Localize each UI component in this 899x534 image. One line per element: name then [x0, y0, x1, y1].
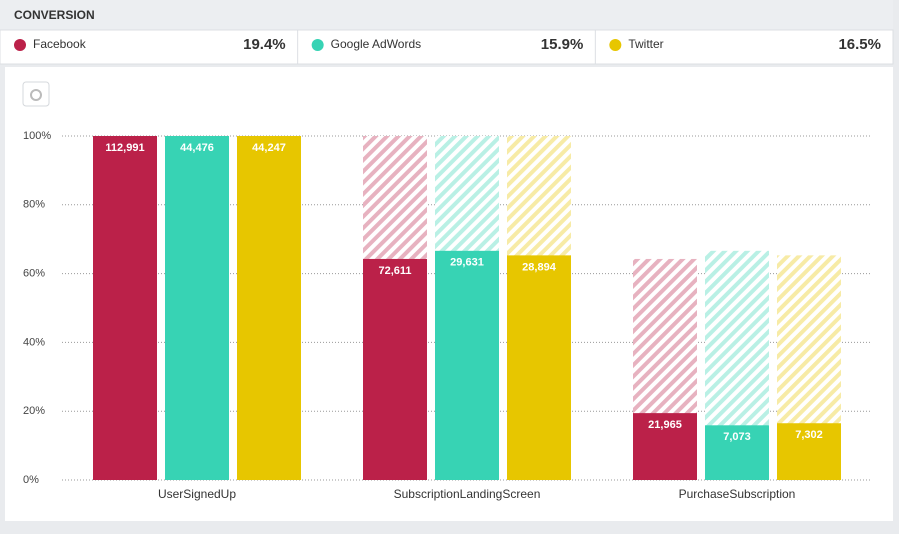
conversion-label: 16.5% [838, 36, 881, 53]
conversion-label: 19.4% [243, 36, 286, 53]
x-tick-label: UserSignedUp [158, 487, 236, 501]
data-label: 7,302 [795, 429, 823, 441]
bar [633, 413, 697, 480]
legend-label: Twitter [628, 37, 663, 51]
y-tick-label: 40% [23, 336, 45, 348]
bar [507, 255, 571, 480]
y-tick-label: 20% [23, 405, 45, 417]
header-band [0, 0, 893, 30]
legend-swatch [609, 39, 622, 51]
bar [363, 258, 427, 480]
bar [237, 136, 301, 480]
bar [93, 136, 157, 480]
bar [165, 136, 229, 480]
x-tick-label: PurchaseSubscription [679, 487, 796, 501]
y-tick-label: 60% [23, 268, 45, 280]
x-tick-label: SubscriptionLandingScreen [394, 487, 541, 501]
y-tick-label: 0% [23, 474, 39, 486]
data-label: 72,611 [378, 265, 411, 277]
gauge-button[interactable] [22, 81, 50, 107]
legend-swatch [311, 39, 324, 51]
conversion-label: 15.9% [541, 36, 584, 53]
data-label: 7,073 [723, 431, 751, 443]
legend-label: Google AdWords [331, 37, 422, 51]
gauge-icon [30, 89, 42, 101]
chart-title: CONVERSION [14, 8, 95, 22]
bar [777, 423, 841, 480]
bar [705, 425, 769, 480]
y-tick-label: 100% [23, 130, 51, 142]
legend-label: Facebook [33, 37, 87, 51]
data-label: 44,476 [180, 142, 214, 154]
data-label: 112,991 [105, 142, 144, 154]
legend-swatch [14, 39, 26, 51]
data-label: 44,247 [252, 142, 286, 154]
data-label: 28,894 [522, 261, 557, 273]
legend-row [0, 29, 894, 65]
data-label: 29,631 [450, 257, 484, 269]
y-tick-label: 80% [23, 199, 45, 211]
bar [435, 250, 499, 480]
data-label: 21,965 [648, 419, 682, 431]
